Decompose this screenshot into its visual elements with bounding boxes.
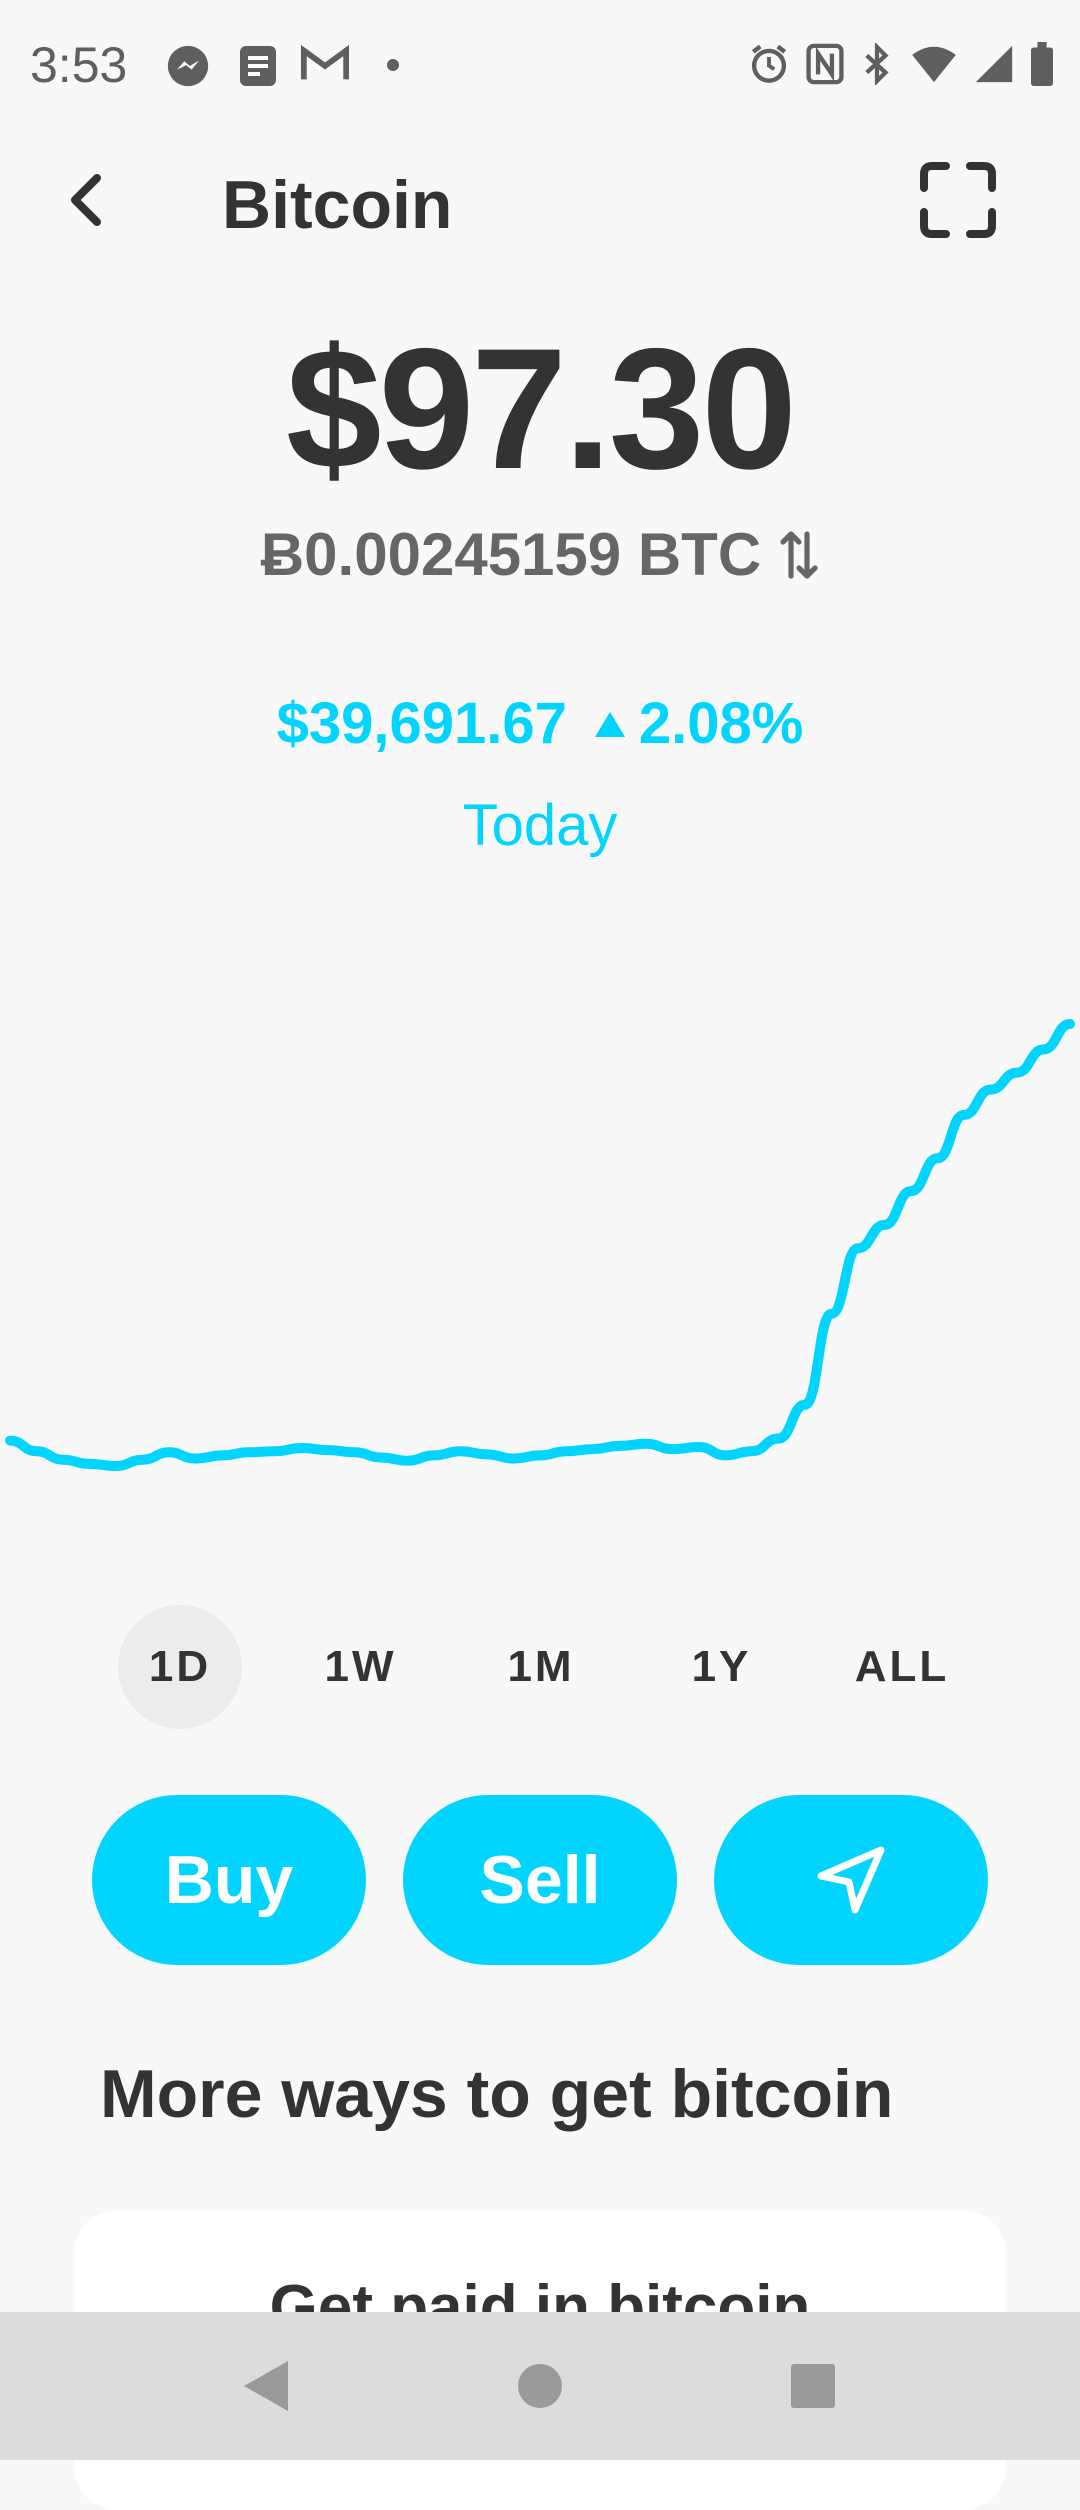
- balance-usd: $97.30: [285, 313, 797, 505]
- nav-home-icon: [517, 2364, 562, 2408]
- wifi-icon: [912, 46, 956, 83]
- price-line: [5, 1019, 1075, 1471]
- buy-button[interactable]: Buy: [92, 1795, 366, 1965]
- range-tab-1w[interactable]: 1W: [324, 1642, 397, 1691]
- range-tab-1m[interactable]: 1M: [507, 1642, 575, 1691]
- price-chart[interactable]: [0, 960, 1080, 1540]
- nav-home-button[interactable]: [500, 2346, 580, 2426]
- cell-signal-icon: [975, 45, 1013, 83]
- price-change: 2.08%: [593, 690, 803, 757]
- nav-back-button[interactable]: [227, 2346, 307, 2426]
- price-change-value: 2.08%: [638, 691, 804, 756]
- range-tabs: 1D 1W 1M 1Y ALL: [118, 1605, 964, 1729]
- section-title: More ways to get bitcoin: [100, 2056, 894, 2132]
- back-button[interactable]: [52, 165, 122, 235]
- notes-icon: [240, 46, 276, 86]
- swap-arrows-icon: [780, 530, 818, 579]
- nfc-icon: [806, 43, 844, 85]
- period-label: Today: [462, 793, 618, 858]
- nav-bar: [0, 2312, 1080, 2460]
- bluetooth-icon: [865, 43, 889, 85]
- status-bar: 3:53: [0, 0, 1080, 135]
- balance-btc: Ƀ0.00245159 BTC: [260, 521, 762, 588]
- nav-recents-button[interactable]: [773, 2346, 853, 2426]
- range-tab-1d[interactable]: 1D: [118, 1605, 242, 1729]
- page-title: Bitcoin: [222, 167, 453, 243]
- alarm-icon: [751, 44, 787, 83]
- sell-button[interactable]: Sell: [403, 1795, 677, 1965]
- nav-back-icon: [243, 2361, 288, 2411]
- scan-button[interactable]: [908, 150, 1008, 250]
- up-triangle-icon: [594, 711, 625, 737]
- action-buttons: Buy Sell: [92, 1795, 988, 1965]
- range-tab-all[interactable]: ALL: [854, 1642, 950, 1691]
- gmail-icon: [300, 44, 350, 80]
- messenger-icon: [167, 45, 209, 87]
- scan-icon: [920, 162, 996, 238]
- nav-recents-icon: [791, 2364, 836, 2408]
- chevron-left-icon: [71, 174, 101, 226]
- status-time: 3:53: [30, 37, 128, 93]
- battery-icon: [1031, 42, 1053, 86]
- send-icon: [817, 1846, 885, 1914]
- price-row: $39,691.67 2.08%: [0, 690, 1080, 757]
- more-notifications-icon: [387, 59, 399, 71]
- send-button[interactable]: [714, 1795, 988, 1965]
- range-tab-1y[interactable]: 1Y: [691, 1642, 752, 1691]
- balance-btc-toggle[interactable]: Ƀ0.00245159 BTC: [0, 520, 1080, 589]
- btc-price: $39,691.67: [276, 691, 567, 756]
